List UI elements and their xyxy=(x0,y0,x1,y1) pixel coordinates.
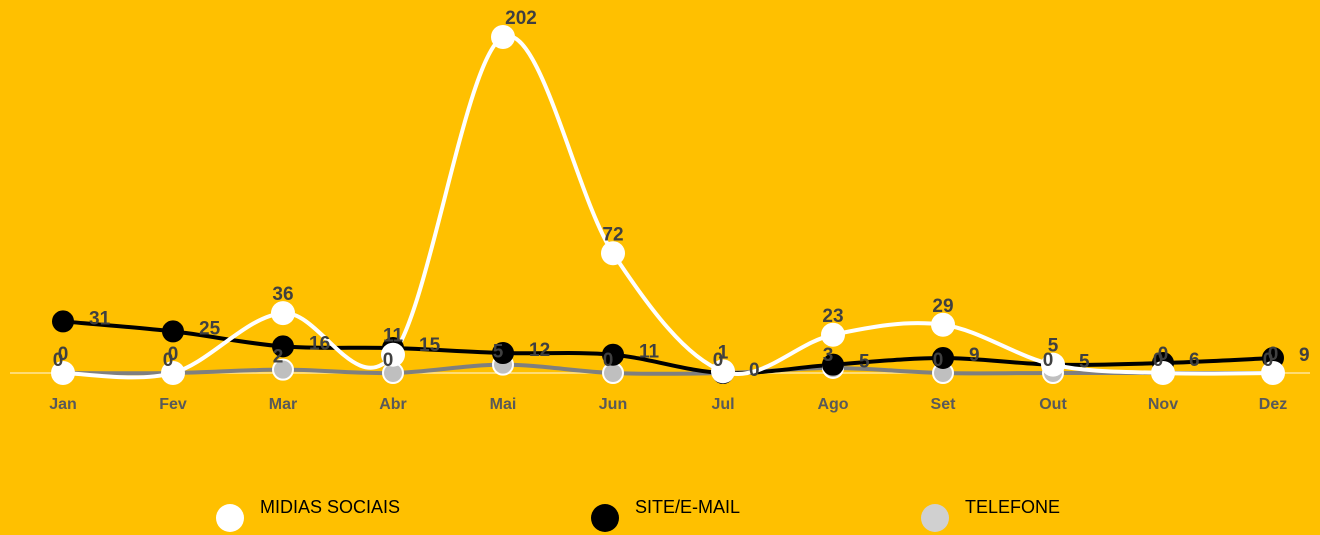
data-label: 0 xyxy=(1263,350,1274,371)
data-label: 72 xyxy=(602,224,623,245)
data-label: 1 xyxy=(718,342,729,363)
data-label: 31 xyxy=(89,308,111,329)
x-tick-label: Ago xyxy=(817,396,848,413)
point xyxy=(51,361,75,385)
point xyxy=(491,25,515,49)
x-tick-label: Set xyxy=(931,396,957,413)
data-label: 0 xyxy=(933,350,944,371)
legend-marker xyxy=(921,504,949,532)
x-tick-label: Nov xyxy=(1148,396,1178,413)
data-label: 9 xyxy=(969,345,980,366)
x-tick-label: Mar xyxy=(269,396,297,413)
data-label: 9 xyxy=(1299,345,1310,366)
x-tick-label: Fev xyxy=(159,396,187,413)
data-label: 0 xyxy=(53,350,64,371)
data-label: 0 xyxy=(383,350,394,371)
data-label: 16 xyxy=(309,333,330,354)
legend-marker xyxy=(591,504,619,532)
legend-label: TELEFONE xyxy=(965,497,1060,517)
x-tick-label: Jul xyxy=(711,396,734,413)
legend-label: SITE/E-MAIL xyxy=(635,497,740,517)
point xyxy=(931,312,955,337)
point xyxy=(711,359,735,384)
data-label: 0 xyxy=(58,344,69,365)
point xyxy=(602,343,624,366)
point xyxy=(271,301,295,326)
data-label: 12 xyxy=(529,340,550,361)
data-label: 15 xyxy=(419,335,441,356)
data-label: 23 xyxy=(822,306,843,327)
data-label: 0 xyxy=(603,350,614,371)
series-line xyxy=(62,362,1273,376)
data-label: 29 xyxy=(932,296,953,317)
x-tick-label: Out xyxy=(1039,396,1067,413)
data-label: 0 xyxy=(1153,350,1164,371)
point xyxy=(932,347,954,370)
point xyxy=(1041,352,1065,377)
legend-marker xyxy=(216,504,244,532)
legend-label: MIDIAS SOCIAIS xyxy=(260,497,400,517)
data-label: 5 xyxy=(859,352,870,373)
x-tick-label: Jan xyxy=(49,396,77,413)
data-label: 0 xyxy=(1043,350,1054,371)
point xyxy=(822,353,844,376)
data-label: 0 xyxy=(163,350,174,371)
point xyxy=(492,342,514,365)
point xyxy=(821,322,845,347)
data-label: 202 xyxy=(505,8,537,29)
point xyxy=(1261,361,1285,385)
point xyxy=(52,310,74,333)
data-label: 11 xyxy=(639,342,660,363)
data-label: 0 xyxy=(713,350,724,371)
data-label: 5 xyxy=(1048,336,1059,357)
data-label: 2 xyxy=(273,347,284,368)
x-tick-label: Jun xyxy=(599,396,627,413)
data-label: 3 xyxy=(823,345,834,366)
point xyxy=(161,361,185,385)
x-tick-label: Dez xyxy=(1259,396,1287,413)
data-label: 5 xyxy=(1079,352,1090,373)
data-label: 6 xyxy=(1189,350,1200,371)
data-label: 25 xyxy=(199,318,221,339)
data-label: 0 xyxy=(1158,344,1169,365)
data-label: 0 xyxy=(1268,344,1279,365)
data-label: 5 xyxy=(493,342,504,363)
point xyxy=(272,358,294,381)
x-tick-label: Mai xyxy=(490,396,517,413)
data-label: 0 xyxy=(749,360,760,381)
point xyxy=(272,335,294,358)
data-label: 11 xyxy=(383,326,404,347)
data-label: 0 xyxy=(168,344,179,365)
point xyxy=(162,320,184,343)
point xyxy=(601,241,625,266)
point xyxy=(381,342,405,367)
data-label: 36 xyxy=(272,284,293,305)
x-tick-label: Abr xyxy=(379,396,407,413)
point xyxy=(1151,361,1175,385)
